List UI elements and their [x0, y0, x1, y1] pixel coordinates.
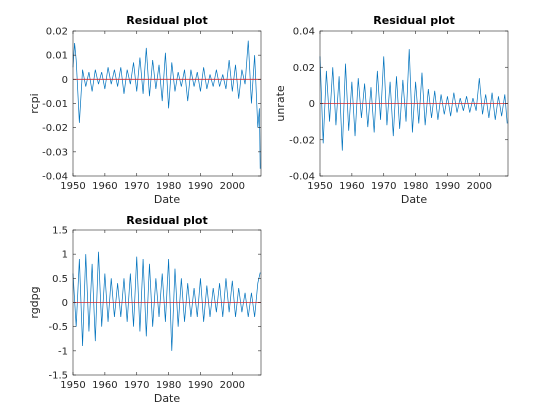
y-tick-label: 0.02 — [46, 27, 68, 38]
x-axis-label: Date — [154, 392, 181, 405]
y-tick-label: 0.01 — [46, 51, 68, 62]
residual-series-line — [319, 49, 508, 151]
x-tick-label: 2000 — [467, 181, 492, 192]
x-tick-label: 1990 — [188, 181, 213, 192]
x-tick-label: 1950 — [60, 181, 85, 192]
y-axis-label: rgdpg — [28, 286, 41, 318]
y-axis-label: rcpi — [28, 93, 41, 113]
x-tick-label: 1970 — [371, 181, 396, 192]
x-tick-label: 1990 — [435, 181, 460, 192]
y-tick-label: -0.04 — [42, 172, 68, 183]
y-tick-label: -1 — [58, 346, 68, 357]
x-tick-label: 1950 — [307, 181, 332, 192]
plot-unrate: Residual plot Date unrate 1950 1960 1970 19… — [274, 14, 509, 206]
y-tick-label: 0 — [62, 298, 68, 309]
x-tick-label: 1980 — [156, 181, 181, 192]
y-tick-label: 0 — [62, 75, 68, 86]
plot-title: Residual plot — [373, 14, 454, 27]
y-tick-label: -0.04 — [289, 172, 315, 183]
plot-title: Residual plot — [126, 14, 207, 27]
y-tick-label: -0.02 — [42, 123, 68, 134]
x-tick-label: 1960 — [92, 380, 117, 391]
y-tick-label: 0.04 — [293, 27, 315, 38]
x-tick-label: 1980 — [403, 181, 428, 192]
x-axis-label: Date — [154, 193, 181, 206]
residual-series-line — [72, 251, 261, 351]
y-tick-label: -0.5 — [48, 322, 68, 333]
x-tick-label: 1960 — [339, 181, 364, 192]
x-tick-label: 2000 — [220, 380, 245, 391]
y-tick-label: 0.5 — [52, 274, 68, 285]
y-tick-label: 1.5 — [52, 226, 68, 237]
x-tick-label: 1970 — [124, 380, 149, 391]
residual-series-line — [72, 40, 261, 169]
x-tick-label: 2000 — [220, 181, 245, 192]
y-axis-label: unrate — [274, 85, 287, 122]
x-tick-label: 1990 — [188, 380, 213, 391]
x-axis-label: Date — [401, 193, 428, 206]
x-tick-label: 1950 — [60, 380, 85, 391]
y-tick-label: 0 — [309, 99, 315, 110]
plot-rgdpg: Residual plot Date rgdpg 1950 1960 1970 198… — [28, 214, 262, 405]
y-tick-label: 0.02 — [293, 63, 315, 74]
x-tick-label: 1960 — [92, 181, 117, 192]
y-tick-label: -1.5 — [48, 371, 68, 382]
plot-title: Residual plot — [126, 214, 207, 227]
y-tick-label: 1 — [62, 250, 68, 261]
y-tick-label: -0.02 — [289, 135, 315, 146]
x-tick-label: 1980 — [156, 380, 181, 391]
y-tick-label: -0.01 — [42, 99, 68, 110]
plot-rcpi: Residual plot Date rcpi 1950 1960 1970 1980… — [28, 14, 262, 206]
x-tick-label: 1970 — [124, 181, 149, 192]
y-tick-label: -0.03 — [42, 147, 68, 158]
